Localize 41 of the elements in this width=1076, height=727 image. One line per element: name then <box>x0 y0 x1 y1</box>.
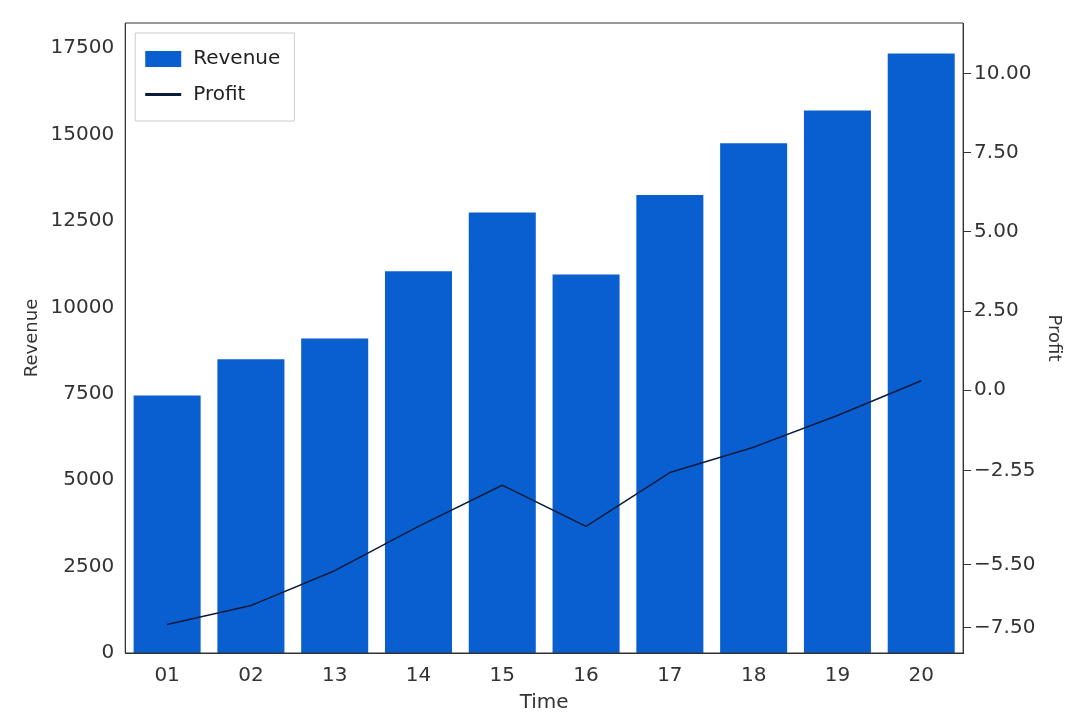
y-tick-label: 7500 <box>63 380 115 405</box>
y2-tick-label: −5.50 <box>974 550 1036 575</box>
x-tick-label: 17 <box>657 662 683 687</box>
bar <box>301 338 369 653</box>
y2-tick-label: 5.00 <box>974 218 1019 243</box>
y2-tick-label: 7.50 <box>974 139 1019 163</box>
x-tick-label: 13 <box>321 662 348 687</box>
x-tick-label: 16 <box>573 662 599 687</box>
x-tick-label: 15 <box>489 662 515 687</box>
legend-label: Revenue <box>193 45 281 70</box>
y2-tick-label: −2.55 <box>974 457 1036 482</box>
x-tick-label: 18 <box>740 662 767 687</box>
x-tick-label: 14 <box>405 662 432 687</box>
x-tick-label: 01 <box>154 662 180 687</box>
bar <box>384 271 452 653</box>
bar <box>552 274 620 653</box>
y-tick-label: 15000 <box>50 120 115 145</box>
bar <box>636 195 704 653</box>
bar <box>720 143 788 653</box>
x-tick-label: 02 <box>238 662 264 687</box>
bar <box>133 395 201 653</box>
legend-label: Profit <box>193 81 246 106</box>
y2-tick-label: 0.0 <box>974 376 1006 401</box>
y-tick-label: 5000 <box>63 466 115 491</box>
y2-axis-title: Profit <box>1044 314 1066 362</box>
y2-tick-label: 10.00 <box>974 59 1032 84</box>
x-axis-title: Time <box>518 689 569 714</box>
bar <box>217 359 285 653</box>
y-axis-title: Revenue <box>20 298 42 378</box>
y2-tick-label: 2.50 <box>974 297 1019 322</box>
bar <box>887 53 955 653</box>
y-tick-label: 17500 <box>50 34 115 59</box>
y-tick-label: 0 <box>101 639 115 664</box>
y2-tick-label: −7.50 <box>974 613 1036 638</box>
y-tick-label: 12500 <box>50 207 115 232</box>
x-tick-label: 20 <box>908 662 934 687</box>
bar <box>803 110 871 653</box>
bar <box>468 212 536 653</box>
x-tick-label: 19 <box>824 662 851 687</box>
y-tick-label: 10000 <box>50 293 115 318</box>
y-tick-label: 2500 <box>63 552 115 577</box>
